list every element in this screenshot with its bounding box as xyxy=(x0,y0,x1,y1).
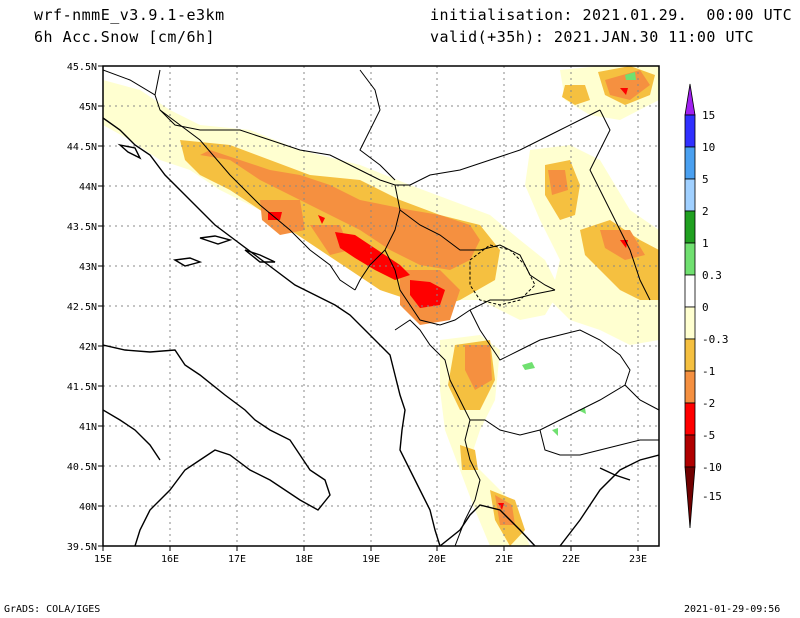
colorbar-swatch xyxy=(684,434,696,468)
colorbar-swatch xyxy=(684,210,696,244)
colorbar-label: -10 xyxy=(702,461,722,474)
colorbar-labels: 15 10 5 2 1 0.3 0 -0.3 -1 -2 -5 -10 -15 xyxy=(702,109,729,503)
colorbar-swatch xyxy=(684,338,696,372)
colorbar-label: 5 xyxy=(702,173,709,186)
colorbar-label: -0.3 xyxy=(702,333,729,346)
colorbar-label: -5 xyxy=(702,429,715,442)
colorbar-label: 10 xyxy=(702,141,715,154)
colorbar-swatch xyxy=(684,370,696,404)
lon-label: 20E xyxy=(428,554,446,565)
lon-label: 22E xyxy=(562,554,580,565)
lat-label: 40.5N xyxy=(67,462,97,473)
lon-label: 21E xyxy=(495,554,513,565)
init-time: initialisation: 2021.01.29. 00:00 UTC xyxy=(430,6,793,24)
colorbar-swatch xyxy=(684,242,696,276)
lat-label: 45N xyxy=(79,102,97,113)
field-title: 6h Acc.Snow [cm/6h] xyxy=(34,28,216,46)
footer-credit: GrADS: COLA/IGES xyxy=(4,604,101,615)
map-plot xyxy=(103,66,659,546)
lon-label: 18E xyxy=(295,554,313,565)
lat-label: 43N xyxy=(79,262,97,273)
colorbar-swatch xyxy=(684,146,696,180)
colorbar-swatch xyxy=(684,306,696,340)
colorbar-top-arrow xyxy=(684,83,696,116)
lat-label: 41.5N xyxy=(67,382,97,393)
colorbar-label: -15 xyxy=(702,490,722,503)
colorbar-swatch xyxy=(684,178,696,212)
lat-label: 44.5N xyxy=(67,142,97,153)
lat-label: 39.5N xyxy=(67,542,97,553)
country-borders xyxy=(103,69,659,546)
lon-label: 15E xyxy=(94,554,112,565)
colorbar: 15 10 5 2 1 0.3 0 -0.3 -1 -2 -5 -10 -15 xyxy=(684,83,729,529)
colorbar-swatch xyxy=(684,274,696,308)
colorbar-label: 2 xyxy=(702,205,709,218)
axis-ticks xyxy=(98,65,639,551)
colorbar-label: -2 xyxy=(702,397,715,410)
colorbar-label: 0.3 xyxy=(702,269,722,282)
valid-time: valid(+35h): 2021.JAN.30 11:00 UTC xyxy=(430,28,755,46)
lat-label: 42.5N xyxy=(67,302,97,313)
lon-labels: 15E 16E 17E 18E 19E 20E 21E 22E 23E xyxy=(94,554,647,565)
lon-label: 17E xyxy=(228,554,246,565)
lon-label: 19E xyxy=(362,554,380,565)
model-title: wrf-nmmE_v3.9.1-e3km xyxy=(34,6,225,24)
lat-label: 43.5N xyxy=(67,222,97,233)
lon-label: 16E xyxy=(161,554,179,565)
lon-label: 23E xyxy=(629,554,647,565)
lat-label: 45.5N xyxy=(67,62,97,73)
footer-timestamp: 2021-01-29-09:56 xyxy=(684,604,781,615)
colorbar-label: 15 xyxy=(702,109,715,122)
colorbar-label: -1 xyxy=(702,365,715,378)
lat-label: 44N xyxy=(79,182,97,193)
lat-label: 42N xyxy=(79,342,97,353)
lat-labels: 45.5N 45N 44.5N 44N 43.5N 43N 42.5N 42N … xyxy=(67,62,97,553)
coastlines xyxy=(103,117,659,546)
lat-label: 41N xyxy=(79,422,97,433)
colorbar-label: 0 xyxy=(702,301,709,314)
colorbar-swatch xyxy=(684,402,696,436)
colorbar-bottom-arrow xyxy=(684,466,696,529)
colorbar-label: 1 xyxy=(702,237,709,250)
snow-2-layer xyxy=(200,70,650,525)
colorbar-swatch xyxy=(684,114,696,148)
lat-label: 40N xyxy=(79,502,97,513)
